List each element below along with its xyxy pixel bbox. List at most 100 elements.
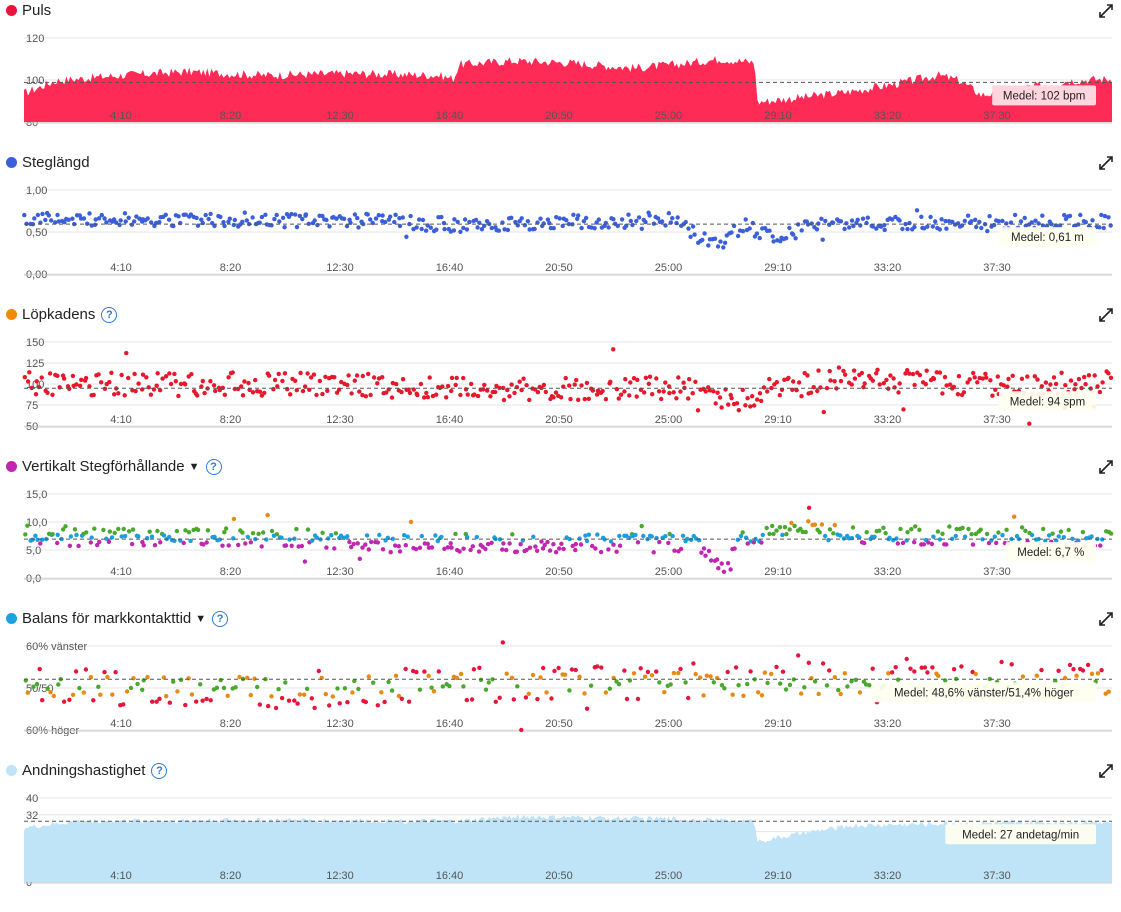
data-point [928, 214, 933, 220]
data-point [745, 396, 750, 401]
data-point [912, 669, 917, 674]
data-point [276, 687, 281, 692]
data-point [967, 377, 972, 382]
expand-icon[interactable] [1099, 308, 1113, 322]
chevron-down-icon[interactable]: ▼ [195, 613, 207, 626]
data-point [1040, 213, 1045, 218]
data-point [745, 681, 750, 687]
data-point [366, 371, 371, 377]
data-point [375, 703, 380, 708]
data-point [145, 536, 150, 541]
data-point [470, 544, 475, 549]
data-point [984, 531, 990, 537]
help-icon[interactable]: ? [151, 763, 168, 780]
data-point [253, 377, 258, 383]
data-point [43, 217, 48, 223]
x-tick-label: 16:40 [436, 414, 464, 426]
data-point [930, 224, 935, 229]
data-point [985, 228, 990, 234]
data-point [547, 548, 553, 553]
data-point [748, 669, 753, 674]
data-point [1001, 383, 1006, 388]
data-point [611, 217, 616, 222]
data-point [1090, 218, 1095, 223]
data-point [857, 690, 863, 695]
data-point [413, 547, 419, 552]
data-point [389, 395, 395, 400]
data-point [461, 546, 466, 551]
data-point [974, 224, 979, 230]
data-point [419, 226, 424, 232]
data-point [590, 388, 596, 393]
data-point [818, 385, 823, 390]
kadens-panel: Löpkadens? 150 125 100 75 50 4:10 8:20 12:30 16:… [0, 304, 1121, 456]
data-point [649, 534, 654, 539]
data-point [269, 528, 275, 534]
data-point [112, 392, 117, 397]
data-point [541, 382, 547, 388]
data-point [1108, 375, 1114, 380]
data-point [199, 217, 204, 222]
data-point [860, 216, 866, 221]
expand-icon[interactable] [1099, 612, 1113, 626]
data-point [1056, 534, 1061, 539]
data-point [273, 705, 279, 711]
data-point [729, 230, 734, 235]
data-point [105, 674, 110, 680]
data-point [1080, 529, 1086, 535]
expand-icon[interactable] [1099, 460, 1113, 474]
chevron-down-icon[interactable]: ▼ [188, 461, 200, 474]
expand-icon[interactable] [1099, 156, 1113, 170]
data-point [154, 383, 159, 388]
data-point [553, 550, 559, 555]
data-point [141, 543, 146, 548]
data-point [461, 684, 466, 689]
help-icon[interactable]: ? [212, 611, 229, 628]
data-point [770, 234, 775, 239]
data-point [794, 388, 799, 393]
y-tick-label: 150 [26, 337, 44, 349]
data-point [666, 540, 671, 546]
data-point [796, 653, 801, 658]
data-point [882, 227, 887, 233]
data-point [642, 674, 648, 679]
data-point [729, 396, 734, 401]
data-point [91, 392, 96, 398]
data-point [823, 533, 828, 539]
data-point [799, 691, 804, 696]
data-point [764, 525, 769, 531]
data-point [551, 395, 556, 400]
data-point [199, 384, 204, 389]
help-icon[interactable]: ? [205, 459, 222, 476]
expand-icon[interactable] [1099, 4, 1113, 18]
data-point [463, 387, 469, 392]
x-tick-label: 29:10 [764, 870, 792, 882]
data-point [1023, 223, 1028, 229]
y-tick-label: 1,00 [26, 185, 47, 197]
data-point [37, 666, 42, 672]
data-point [201, 542, 206, 547]
data-point [642, 390, 647, 395]
data-point [659, 396, 664, 402]
data-point [132, 371, 137, 377]
data-point [316, 668, 321, 674]
data-point [857, 535, 862, 540]
help-icon[interactable]: ? [101, 307, 118, 324]
x-tick-label: 8:20 [220, 870, 241, 882]
data-point [293, 212, 298, 217]
data-point [303, 212, 309, 217]
expand-icon[interactable] [1099, 764, 1113, 778]
data-point [633, 532, 638, 538]
data-point [895, 677, 901, 682]
data-point [987, 676, 992, 682]
data-point [144, 375, 149, 380]
data-point [417, 687, 423, 692]
data-point [414, 669, 419, 675]
x-tick-label: 33:20 [874, 262, 902, 274]
data-point [163, 374, 169, 379]
data-point [842, 671, 847, 676]
data-point [1067, 213, 1073, 219]
data-point [81, 690, 87, 695]
data-point [1022, 215, 1027, 221]
data-point [33, 392, 39, 397]
